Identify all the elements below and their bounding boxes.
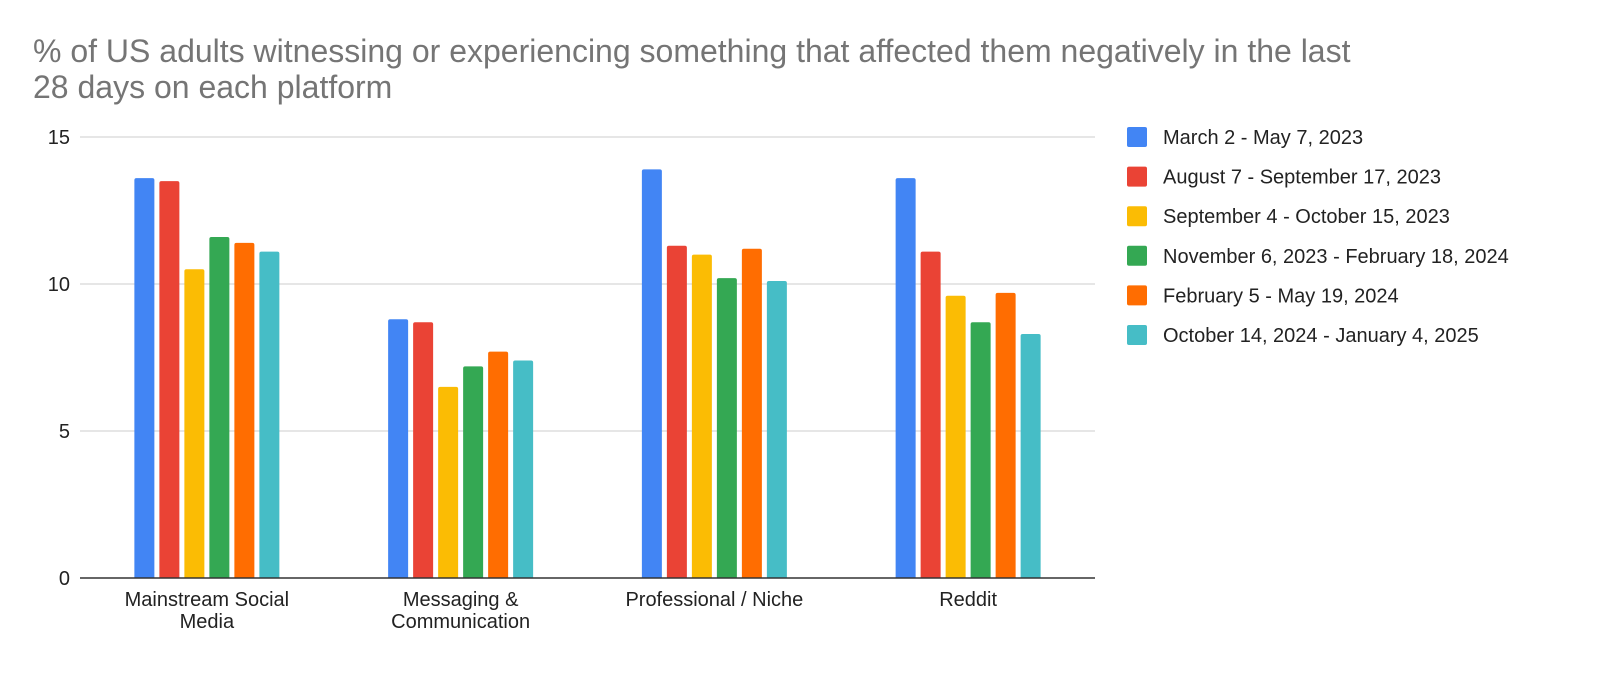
x-tick-label: Media: [180, 611, 235, 633]
bar: [666, 245, 687, 578]
bar: [388, 319, 409, 578]
legend-label: March 2 - May 7, 2023: [1163, 127, 1363, 149]
legend-label: August 7 - September 17, 2023: [1163, 167, 1441, 189]
bar: [1020, 333, 1041, 578]
y-tick-label: 5: [59, 421, 70, 443]
legend: March 2 - May 7, 2023 August 7 - Septembe…: [1127, 127, 1509, 347]
bar: [741, 248, 762, 578]
bar: [691, 254, 712, 578]
bar: [209, 236, 230, 578]
chart-title: % of US adults witnessing or experiencin…: [33, 33, 1351, 105]
x-tick-label: Professional / Niche: [625, 589, 803, 611]
legend-swatch: [1127, 245, 1147, 266]
legend-label: November 6, 2023 - February 18, 2024: [1163, 246, 1509, 268]
bar: [920, 251, 941, 578]
legend-swatch: [1127, 206, 1147, 227]
y-tick-label: 15: [48, 127, 70, 149]
gridlines: [80, 136, 1095, 432]
bar: [184, 269, 205, 578]
bar: [159, 181, 180, 578]
x-tick-label: Messaging &: [403, 589, 519, 611]
chart-title-line: % of US adults witnessing or experiencin…: [33, 33, 1351, 69]
bar: [970, 322, 991, 578]
x-tick-label: Mainstream Social: [125, 589, 290, 611]
x-tick-label: Reddit: [939, 589, 997, 611]
chart-title-line: 28 days on each platform: [33, 69, 392, 105]
bar: [513, 360, 534, 578]
bar: [438, 386, 459, 578]
bar: [716, 278, 737, 578]
bar: [259, 251, 280, 578]
legend-swatch: [1127, 166, 1147, 187]
bar: [766, 281, 787, 578]
bars: [134, 169, 1041, 578]
bar: [463, 366, 484, 578]
y-tick-label: 10: [48, 274, 70, 296]
legend-swatch: [1127, 325, 1147, 345]
legend-swatch: [1127, 285, 1147, 306]
legend-swatch: [1127, 127, 1147, 147]
legend-label: October 14, 2024 - January 4, 2025: [1163, 325, 1479, 347]
bar: [413, 322, 434, 578]
bar: [945, 295, 966, 578]
bar: [134, 178, 155, 578]
bar: [234, 242, 255, 578]
bar: [995, 292, 1016, 578]
bar: [488, 351, 509, 578]
legend-label: September 4 - October 15, 2023: [1163, 206, 1450, 228]
y-tick-label: 0: [59, 568, 70, 590]
bar: [895, 178, 916, 578]
bar: [641, 169, 662, 578]
x-tick-label: Communication: [391, 611, 530, 633]
legend-label: February 5 - May 19, 2024: [1163, 285, 1399, 307]
